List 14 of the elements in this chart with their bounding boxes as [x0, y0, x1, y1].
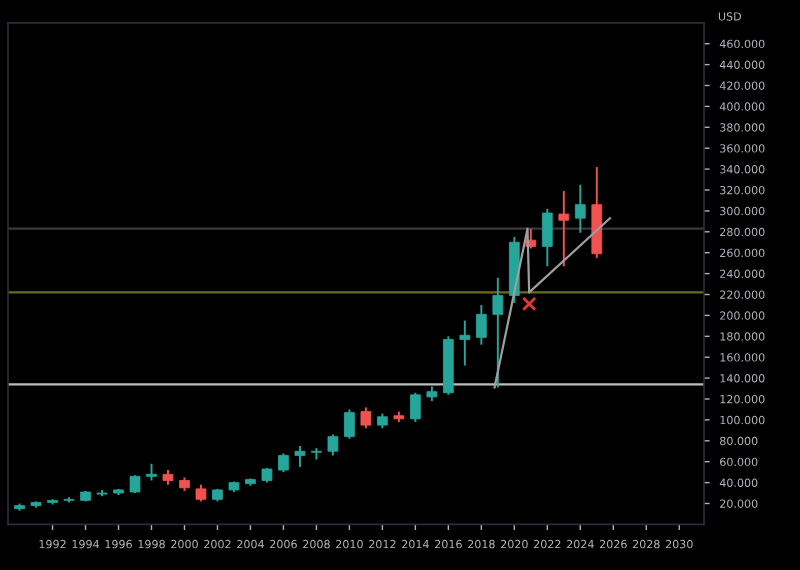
candlestick	[294, 445, 306, 468]
candlestick	[311, 447, 322, 461]
candlestick	[344, 408, 355, 440]
candlestick	[492, 276, 504, 389]
candlestick	[541, 207, 553, 268]
candlestick	[327, 433, 339, 457]
candlestick	[278, 452, 289, 474]
candlestick	[360, 406, 372, 430]
candlestick	[558, 190, 570, 268]
line-series	[493, 217, 612, 389]
candlestick	[410, 391, 421, 423]
candlestick	[475, 303, 487, 346]
candlestick	[574, 183, 586, 234]
candlestick	[459, 319, 471, 367]
